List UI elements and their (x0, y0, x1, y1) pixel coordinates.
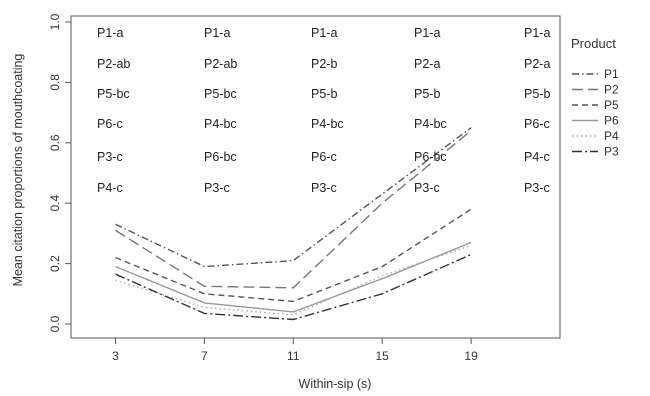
y-tick-label: 0.4 (48, 195, 62, 212)
legend-label-p5: P5 (604, 98, 619, 112)
annotation-label: P1-a (311, 26, 337, 40)
series-line-p5 (115, 208, 472, 303)
legend-label-p3: P3 (604, 145, 619, 159)
series-line-p3 (115, 253, 472, 321)
annotation-label: P6-c (97, 117, 123, 131)
y-tick-label: 0.6 (48, 134, 62, 151)
plot-frame (70, 15, 561, 339)
annotation-label: P3-c (414, 181, 440, 195)
axes: 0.0 0.2 0.4 0.6 0.8 1.0 3 7 11 15 19 (48, 13, 561, 363)
annotation-label: P4-c (524, 150, 550, 164)
annotation-label: P2-a (524, 57, 550, 71)
y-tick-label: 0.2 (48, 255, 62, 272)
annotation-label: P2-ab (97, 57, 130, 71)
annotation-label: P5-b (414, 87, 440, 101)
annotation-label: P2-b (311, 57, 337, 71)
x-tick-label: 15 (376, 349, 390, 363)
y-axis-title: Mean citation proportions of mouthcoatin… (11, 54, 25, 287)
annotation-label: P4-c (97, 181, 123, 195)
legend-label-p6: P6 (604, 114, 619, 128)
annotation-label: P4-bc (204, 117, 237, 131)
x-tick-label: 19 (464, 349, 478, 363)
significance-annotations: P1-a P2-ab P5-bc P6-c P3-c P4-c P1-a P2-ab P5-bc… (97, 26, 550, 195)
annotation-label: P6-c (524, 117, 550, 131)
annotation-label: P5-b (524, 87, 550, 101)
series-line-p4 (115, 244, 472, 316)
annotation-label: P5-b (311, 87, 337, 101)
y-tick-label: 0.0 (48, 315, 62, 332)
annotation-label: P5-bc (97, 87, 130, 101)
annotation-label: P2-a (414, 57, 440, 71)
annotation-label: P3-c (311, 181, 337, 195)
annotation-label: P3-c (204, 181, 230, 195)
legend-label-p4: P4 (604, 129, 619, 143)
annotation-label: P3-c (524, 181, 550, 195)
y-tick-label: 0.8 (48, 74, 62, 91)
y-tick-label: 1.0 (48, 13, 62, 30)
annotation-label: P6-bc (204, 150, 237, 164)
series-line-p2 (115, 130, 472, 289)
series-line-p6 (115, 241, 472, 313)
annotation-label: P6-c (311, 150, 337, 164)
x-tick-label: 3 (112, 349, 119, 363)
annotation-label: P4-bc (414, 117, 447, 131)
annotation-label: P1-a (97, 26, 123, 40)
legend-label-p2: P2 (604, 83, 619, 97)
x-tick-label: 11 (287, 349, 300, 363)
legend-label-p1: P1 (604, 67, 619, 81)
x-axis-title: Within-sip (s) (299, 377, 372, 391)
annotation-label: P2-ab (204, 57, 237, 71)
series-lines (115, 127, 472, 321)
series-line-p1 (115, 127, 472, 268)
annotation-label: P1-a (524, 26, 550, 40)
annotation-label: P6-bc (414, 150, 447, 164)
annotation-label: P4-bc (311, 117, 344, 131)
annotation-label: P1-a (414, 26, 440, 40)
legend-title: Product (571, 36, 616, 51)
annotation-label: P1-a (204, 26, 230, 40)
x-tick-label: 7 (201, 349, 208, 363)
annotation-label: P3-c (97, 150, 123, 164)
annotation-label: P5-bc (204, 87, 237, 101)
